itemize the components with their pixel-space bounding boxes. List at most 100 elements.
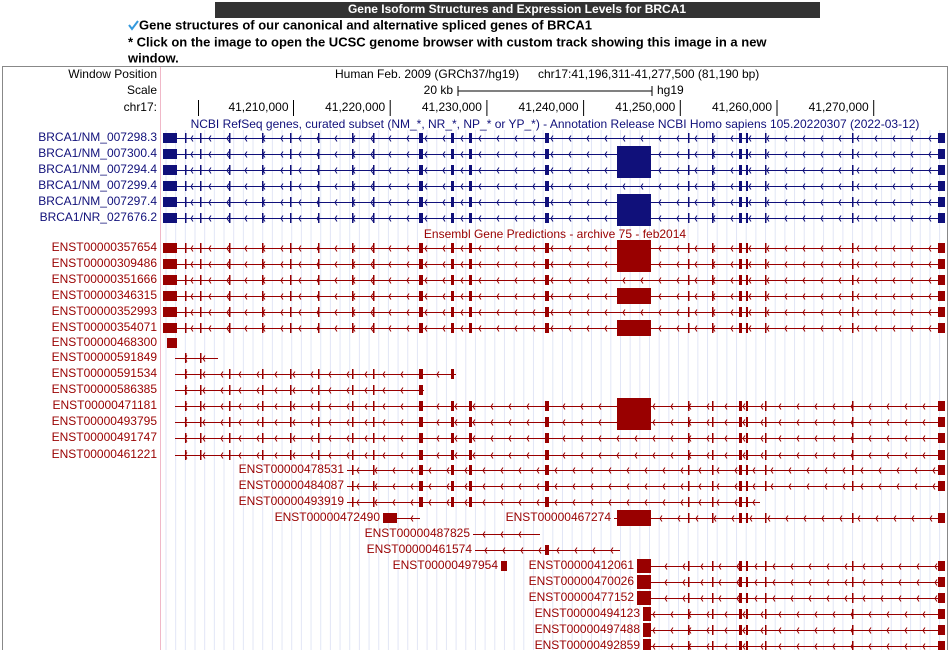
exon (469, 213, 472, 223)
strand-arrow (676, 215, 680, 222)
strand-arrow (568, 277, 572, 284)
exon (229, 307, 231, 317)
exon (290, 385, 292, 395)
strand-arrow (910, 215, 914, 222)
exon (688, 181, 690, 191)
strand-arrow (772, 579, 776, 586)
strand-arrow (644, 483, 648, 490)
strand-arrow (784, 135, 788, 142)
strand-arrow (874, 293, 878, 300)
transcript: ENST00000467274 (506, 510, 945, 526)
strand-arrow (634, 452, 638, 459)
strand-arrow (442, 309, 446, 316)
exon (938, 323, 945, 333)
exon (419, 291, 423, 301)
strand-arrow (370, 151, 374, 158)
strand-arrow (838, 135, 842, 142)
exon (419, 197, 423, 207)
strand-arrow (694, 183, 698, 190)
strand-arrow (682, 595, 686, 602)
strand-arrow (604, 167, 608, 174)
browser-image[interactable]: Window Position Scale chr17: Human Feb. … (2, 66, 948, 655)
strand-arrow (496, 309, 500, 316)
exon (688, 577, 690, 587)
exon (545, 133, 549, 143)
strand-arrow (749, 515, 753, 522)
exon (229, 369, 231, 379)
exon (746, 213, 748, 223)
exon (163, 275, 177, 285)
strand-arrow (256, 371, 260, 378)
exon (746, 243, 748, 253)
strand-arrow (388, 215, 392, 222)
exon (262, 181, 264, 191)
exon (262, 323, 264, 333)
strand-arrow (826, 579, 830, 586)
exon (200, 323, 202, 333)
strand-arrow (190, 199, 194, 206)
transcript: ENST00000586385 (52, 382, 424, 396)
strand-arrow (190, 277, 194, 284)
strand-arrow (442, 215, 446, 222)
exon (739, 450, 742, 460)
strand-arrow (820, 277, 824, 284)
strand-arrow (676, 293, 680, 300)
strand-arrow (766, 261, 770, 268)
strand-arrow (478, 167, 482, 174)
exon (739, 401, 742, 411)
exon (739, 577, 742, 587)
strand-arrow (370, 215, 374, 222)
exon (229, 149, 231, 159)
strand-arrow (634, 435, 638, 442)
strand-arrow (788, 467, 792, 474)
exon (419, 481, 423, 491)
strand-arrow (496, 245, 500, 252)
strand-arrow (400, 435, 404, 442)
exon (617, 194, 651, 210)
strand-arrow (862, 595, 866, 602)
exon (373, 133, 375, 143)
strand-arrow (820, 183, 824, 190)
strand-arrow (766, 309, 770, 316)
strand-arrow (460, 277, 464, 284)
strand-arrow (664, 563, 668, 570)
strand-arrow (388, 325, 392, 332)
strand-arrow (604, 309, 608, 316)
exon (746, 181, 748, 191)
exon (739, 181, 742, 191)
exon (200, 243, 202, 253)
strand-arrow (662, 499, 666, 506)
exon (938, 149, 945, 159)
exon (419, 213, 423, 223)
exon (229, 401, 231, 411)
exon (469, 259, 472, 269)
exon (262, 259, 264, 269)
exon (746, 465, 748, 475)
strand-arrow (208, 261, 212, 268)
strand-arrow (934, 595, 938, 602)
strand-arrow (736, 579, 740, 586)
exon (469, 181, 472, 191)
exon (938, 197, 945, 207)
exon (318, 417, 320, 427)
exon (938, 513, 945, 523)
strand-arrow (244, 293, 248, 300)
transcript-label: BRCA1/NM_007297.4 (38, 194, 157, 208)
exon (229, 385, 231, 395)
strand-arrow (682, 579, 686, 586)
exon (739, 593, 742, 603)
strand-arrow (572, 499, 576, 506)
exon (688, 481, 690, 491)
intro-text: Gene structures of our canonical and alt… (139, 17, 592, 32)
strand-arrow (598, 452, 602, 459)
transcript: ENST00000468300 (52, 335, 177, 349)
strand-arrow (550, 135, 554, 142)
strand-arrow (532, 293, 536, 300)
strand-arrow (766, 183, 770, 190)
exon (419, 323, 423, 333)
exon (643, 639, 651, 653)
exon (938, 291, 945, 301)
strand-arrow (190, 215, 194, 222)
exon (185, 243, 187, 253)
strand-arrow (382, 371, 386, 378)
